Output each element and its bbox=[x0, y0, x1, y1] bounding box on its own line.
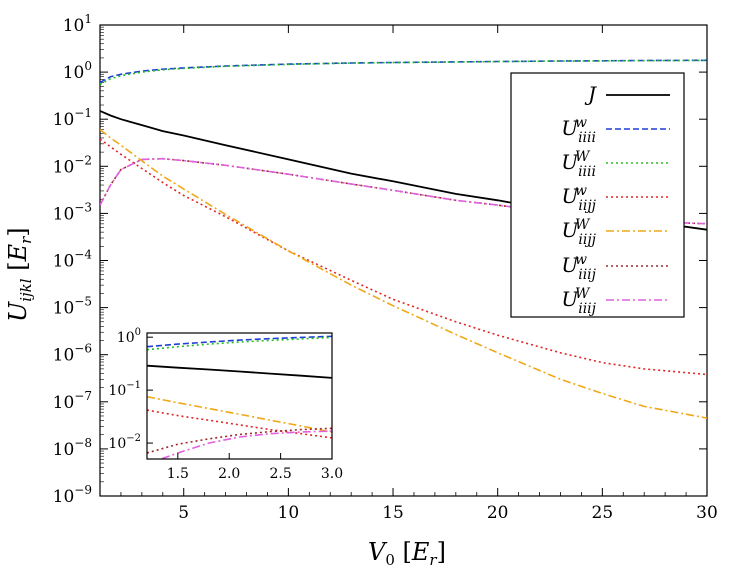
x-tick-label: 15 bbox=[382, 503, 404, 523]
inset-series-line bbox=[147, 395, 332, 434]
y-tick-label: 10−6 bbox=[53, 342, 92, 366]
inset-series-line bbox=[147, 336, 332, 351]
legend-label: Uiiiiw bbox=[561, 115, 596, 146]
legend-box bbox=[510, 72, 685, 318]
legend-label: Uiiijw bbox=[561, 252, 596, 283]
x-tick-label: 25 bbox=[592, 503, 614, 523]
y-axis-label: Uijkl [Er] bbox=[4, 227, 35, 322]
x-tick-label: 20 bbox=[487, 503, 509, 523]
inset-x-tick-label: 2.0 bbox=[218, 466, 240, 482]
inset-y-tick-label: 10−1 bbox=[108, 380, 141, 399]
inset-axis-ticks: 1.5 2.0 2.5 3.0 10−2 10−1 100 bbox=[108, 327, 343, 482]
y-tick-label: 10−8 bbox=[53, 436, 92, 460]
inset-series-line bbox=[147, 335, 332, 348]
y-tick-label: 10−5 bbox=[53, 295, 92, 319]
legend-label: UiiiiW bbox=[561, 149, 596, 180]
y-tick-label: 10−2 bbox=[53, 153, 92, 177]
y-tick-label: 100 bbox=[63, 59, 92, 83]
inset-x-tick-label: 1.5 bbox=[167, 466, 189, 482]
legend-label: J bbox=[584, 82, 597, 106]
legend-label: Uiijjw bbox=[562, 183, 597, 214]
x-tick-label: 10 bbox=[278, 503, 300, 523]
inset-series-line bbox=[147, 409, 332, 439]
inset-series-line bbox=[147, 364, 332, 379]
x-tick-label: 30 bbox=[696, 503, 718, 523]
y-tick-label: 101 bbox=[63, 12, 92, 36]
inset-x-tick-label: 2.5 bbox=[269, 466, 291, 482]
inset-y-tick-label: 100 bbox=[117, 327, 141, 346]
y-tick-label: 10−4 bbox=[53, 248, 93, 272]
legend-label: UiiijW bbox=[561, 286, 596, 317]
inset-frame bbox=[146, 332, 333, 460]
main-axis-ticks: 5 10 15 20 25 30 10−9 10−8 10−7 10−6 10−5 10−4 10−3 1… bbox=[53, 12, 718, 523]
y-tick-label: 10−7 bbox=[53, 389, 92, 413]
inset-y-tick-label: 10−2 bbox=[108, 433, 141, 452]
legend-label: UiijjW bbox=[562, 217, 597, 248]
y-tick-label: 10−9 bbox=[53, 483, 92, 507]
inset-series-line bbox=[147, 427, 332, 454]
y-tick-label: 10−3 bbox=[53, 200, 92, 224]
series-line bbox=[100, 128, 707, 419]
x-tick-label: 5 bbox=[178, 503, 189, 523]
inset-x-tick-label: 3.0 bbox=[321, 466, 343, 482]
inset-background bbox=[147, 333, 332, 459]
x-axis-label: V0 [Er] bbox=[368, 538, 446, 569]
y-tick-label: 10−1 bbox=[53, 106, 92, 130]
